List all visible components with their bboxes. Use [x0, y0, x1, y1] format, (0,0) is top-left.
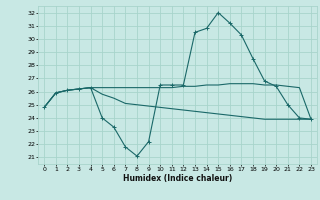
X-axis label: Humidex (Indice chaleur): Humidex (Indice chaleur) [123, 174, 232, 183]
